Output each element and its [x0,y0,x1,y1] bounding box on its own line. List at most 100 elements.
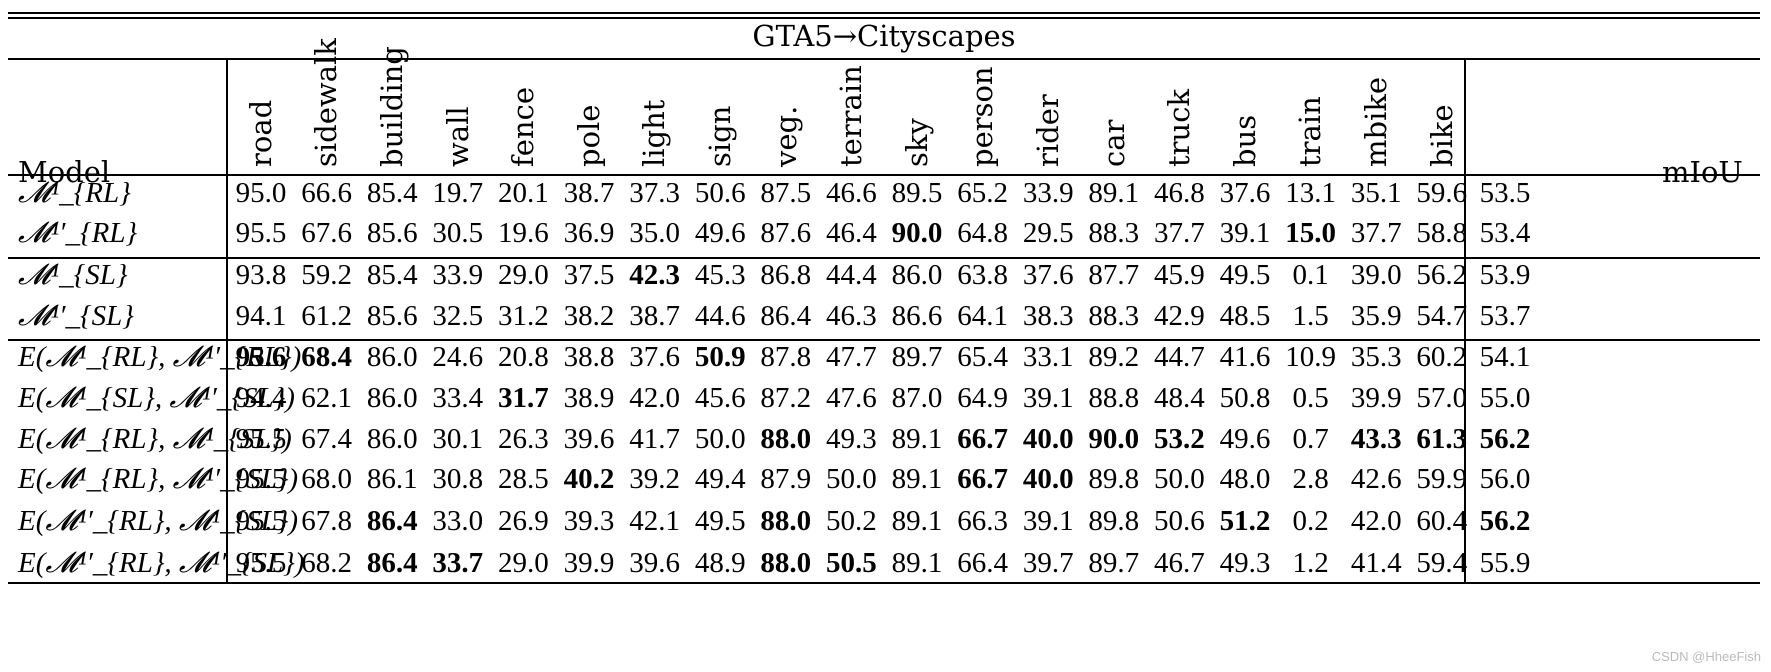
cell-r9-c8: 88.0 [760,547,812,579]
cell-r2-c6: 42.3 [629,259,680,291]
cell-r8-c16: 0.2 [1292,505,1329,537]
cell-r8-c18: 60.4 [1416,505,1468,537]
cell-r6-c16: 0.7 [1292,423,1329,455]
cell-r5-c3: 33.4 [432,382,484,414]
cell-r0-c4: 20.1 [498,177,549,209]
cell-r8-c14: 50.6 [1154,505,1205,537]
cell-r8-c8: 88.0 [760,505,812,537]
cell-r6-c3: 30.1 [432,423,484,455]
cell-r5-c17: 39.9 [1350,382,1402,414]
cell-r8-c0: 95.5 [235,505,287,537]
cell-r4-c12: 33.1 [1022,341,1074,373]
cell-r1-c11: 64.8 [957,217,1008,249]
cell-r8-c10: 89.1 [891,505,943,537]
cell-r7-miou: 56.0 [1479,463,1531,495]
cell-r1-c2: 85.6 [366,217,418,249]
cell-r7-c10: 89.1 [891,463,943,495]
cell-r9-c11: 66.4 [957,547,1008,579]
cell-r1-c0: 95.5 [235,217,287,249]
cell-r5-c6: 42.0 [629,382,680,414]
cell-r7-c12: 40.0 [1022,463,1074,495]
cell-r8-c9: 50.2 [826,505,877,537]
cell-r0-c17: 35.1 [1350,177,1402,209]
cell-r5-c2: 86.0 [366,382,418,414]
cell-r1-c17: 37.7 [1350,217,1402,249]
cell-r0-c6: 37.3 [629,177,680,209]
cell-r9-c7: 48.9 [694,547,746,579]
group-rule-2 [8,339,1760,341]
cell-r4-c18: 60.2 [1416,341,1468,373]
cell-r4-c13: 89.2 [1088,341,1140,373]
cell-r5-c18: 57.0 [1416,382,1468,414]
cell-r9-c2: 86.4 [366,547,418,579]
cell-r3-c13: 88.3 [1088,300,1140,332]
cell-r4-c9: 47.7 [826,341,877,373]
model-separator [226,58,228,584]
cell-r8-c7: 49.5 [694,505,746,537]
cell-r6-c4: 26.3 [498,423,549,455]
cell-r1-c8: 87.6 [760,217,812,249]
cell-r2-c12: 37.6 [1022,259,1074,291]
cell-r8-c1: 67.8 [301,505,352,537]
cell-r0-c14: 46.8 [1154,177,1205,209]
cell-r1-c1: 67.6 [301,217,352,249]
cell-r4-c7: 50.9 [694,341,746,373]
cell-r0-c2: 85.4 [366,177,418,209]
cell-r6-c11: 66.7 [957,423,1008,455]
cell-r2-c5: 37.5 [563,259,615,291]
cell-r8-c3: 33.0 [432,505,484,537]
cell-r9-c16: 1.2 [1292,547,1329,579]
cell-r9-c9: 50.5 [826,547,877,579]
cell-r6-c9: 49.3 [826,423,877,455]
cell-r2-c16: 0.1 [1292,259,1329,291]
cell-r4-c6: 37.6 [629,341,680,373]
cell-r6-c15: 49.6 [1219,423,1271,455]
cell-r9-c15: 49.3 [1219,547,1271,579]
cell-r4-c5: 38.8 [563,341,615,373]
cell-r4-c3: 24.6 [432,341,484,373]
cell-r6-c7: 50.0 [694,423,746,455]
cell-r9-c0: 95.5 [235,547,287,579]
cell-r0-c11: 65.2 [957,177,1008,209]
model-column-header: Model [18,155,111,189]
cell-r8-c2: 86.4 [366,505,418,537]
watermark: CSDN @HheeFish [1651,649,1761,664]
cell-r2-c14: 45.9 [1154,259,1205,291]
cell-r5-c8: 87.2 [760,382,812,414]
cell-r8-c17: 42.0 [1350,505,1402,537]
cell-r0-c10: 89.5 [891,177,943,209]
cell-r3-c5: 38.2 [563,300,615,332]
cell-r7-c0: 95.5 [235,463,287,495]
cell-r6-c13: 90.0 [1088,423,1140,455]
cell-r3-miou: 53.7 [1479,300,1531,332]
cell-r1-c6: 35.0 [629,217,680,249]
cell-r2-c18: 56.2 [1416,259,1468,291]
cell-r7-c14: 50.0 [1154,463,1205,495]
cell-r1-c10: 90.0 [891,217,943,249]
cell-r2-c13: 87.7 [1088,259,1140,291]
cell-r3-c10: 86.6 [891,300,943,332]
cell-r5-c15: 50.8 [1219,382,1271,414]
header-rule [8,58,1760,60]
cell-r4-c0: 95.6 [235,341,287,373]
cell-r2-c3: 33.9 [432,259,484,291]
row-3-model: 𝓜¹′_{SL} [18,300,134,332]
cell-r7-c17: 42.6 [1350,463,1402,495]
cell-r1-c12: 29.5 [1022,217,1074,249]
cell-r5-c14: 48.4 [1154,382,1205,414]
row-5-model: E(𝓜¹_{SL}, 𝓜¹′_{SL}) [18,382,295,414]
cell-r4-c14: 44.7 [1154,341,1205,373]
cell-r3-c2: 85.6 [366,300,418,332]
cell-r3-c8: 86.4 [760,300,812,332]
cell-r4-c1: 68.4 [301,341,352,373]
cell-r2-c11: 63.8 [957,259,1008,291]
cell-r1-miou: 53.4 [1479,217,1531,249]
cell-r3-c9: 46.3 [826,300,877,332]
cell-r2-c15: 49.5 [1219,259,1271,291]
cell-r6-c10: 89.1 [891,423,943,455]
row-1-model: 𝓜¹′_{RL} [18,217,138,249]
cell-r7-c1: 68.0 [301,463,352,495]
row-4-model: E(𝓜¹_{RL}, 𝓜¹′_{RL}) [18,341,302,373]
cell-r3-c11: 64.1 [957,300,1008,332]
